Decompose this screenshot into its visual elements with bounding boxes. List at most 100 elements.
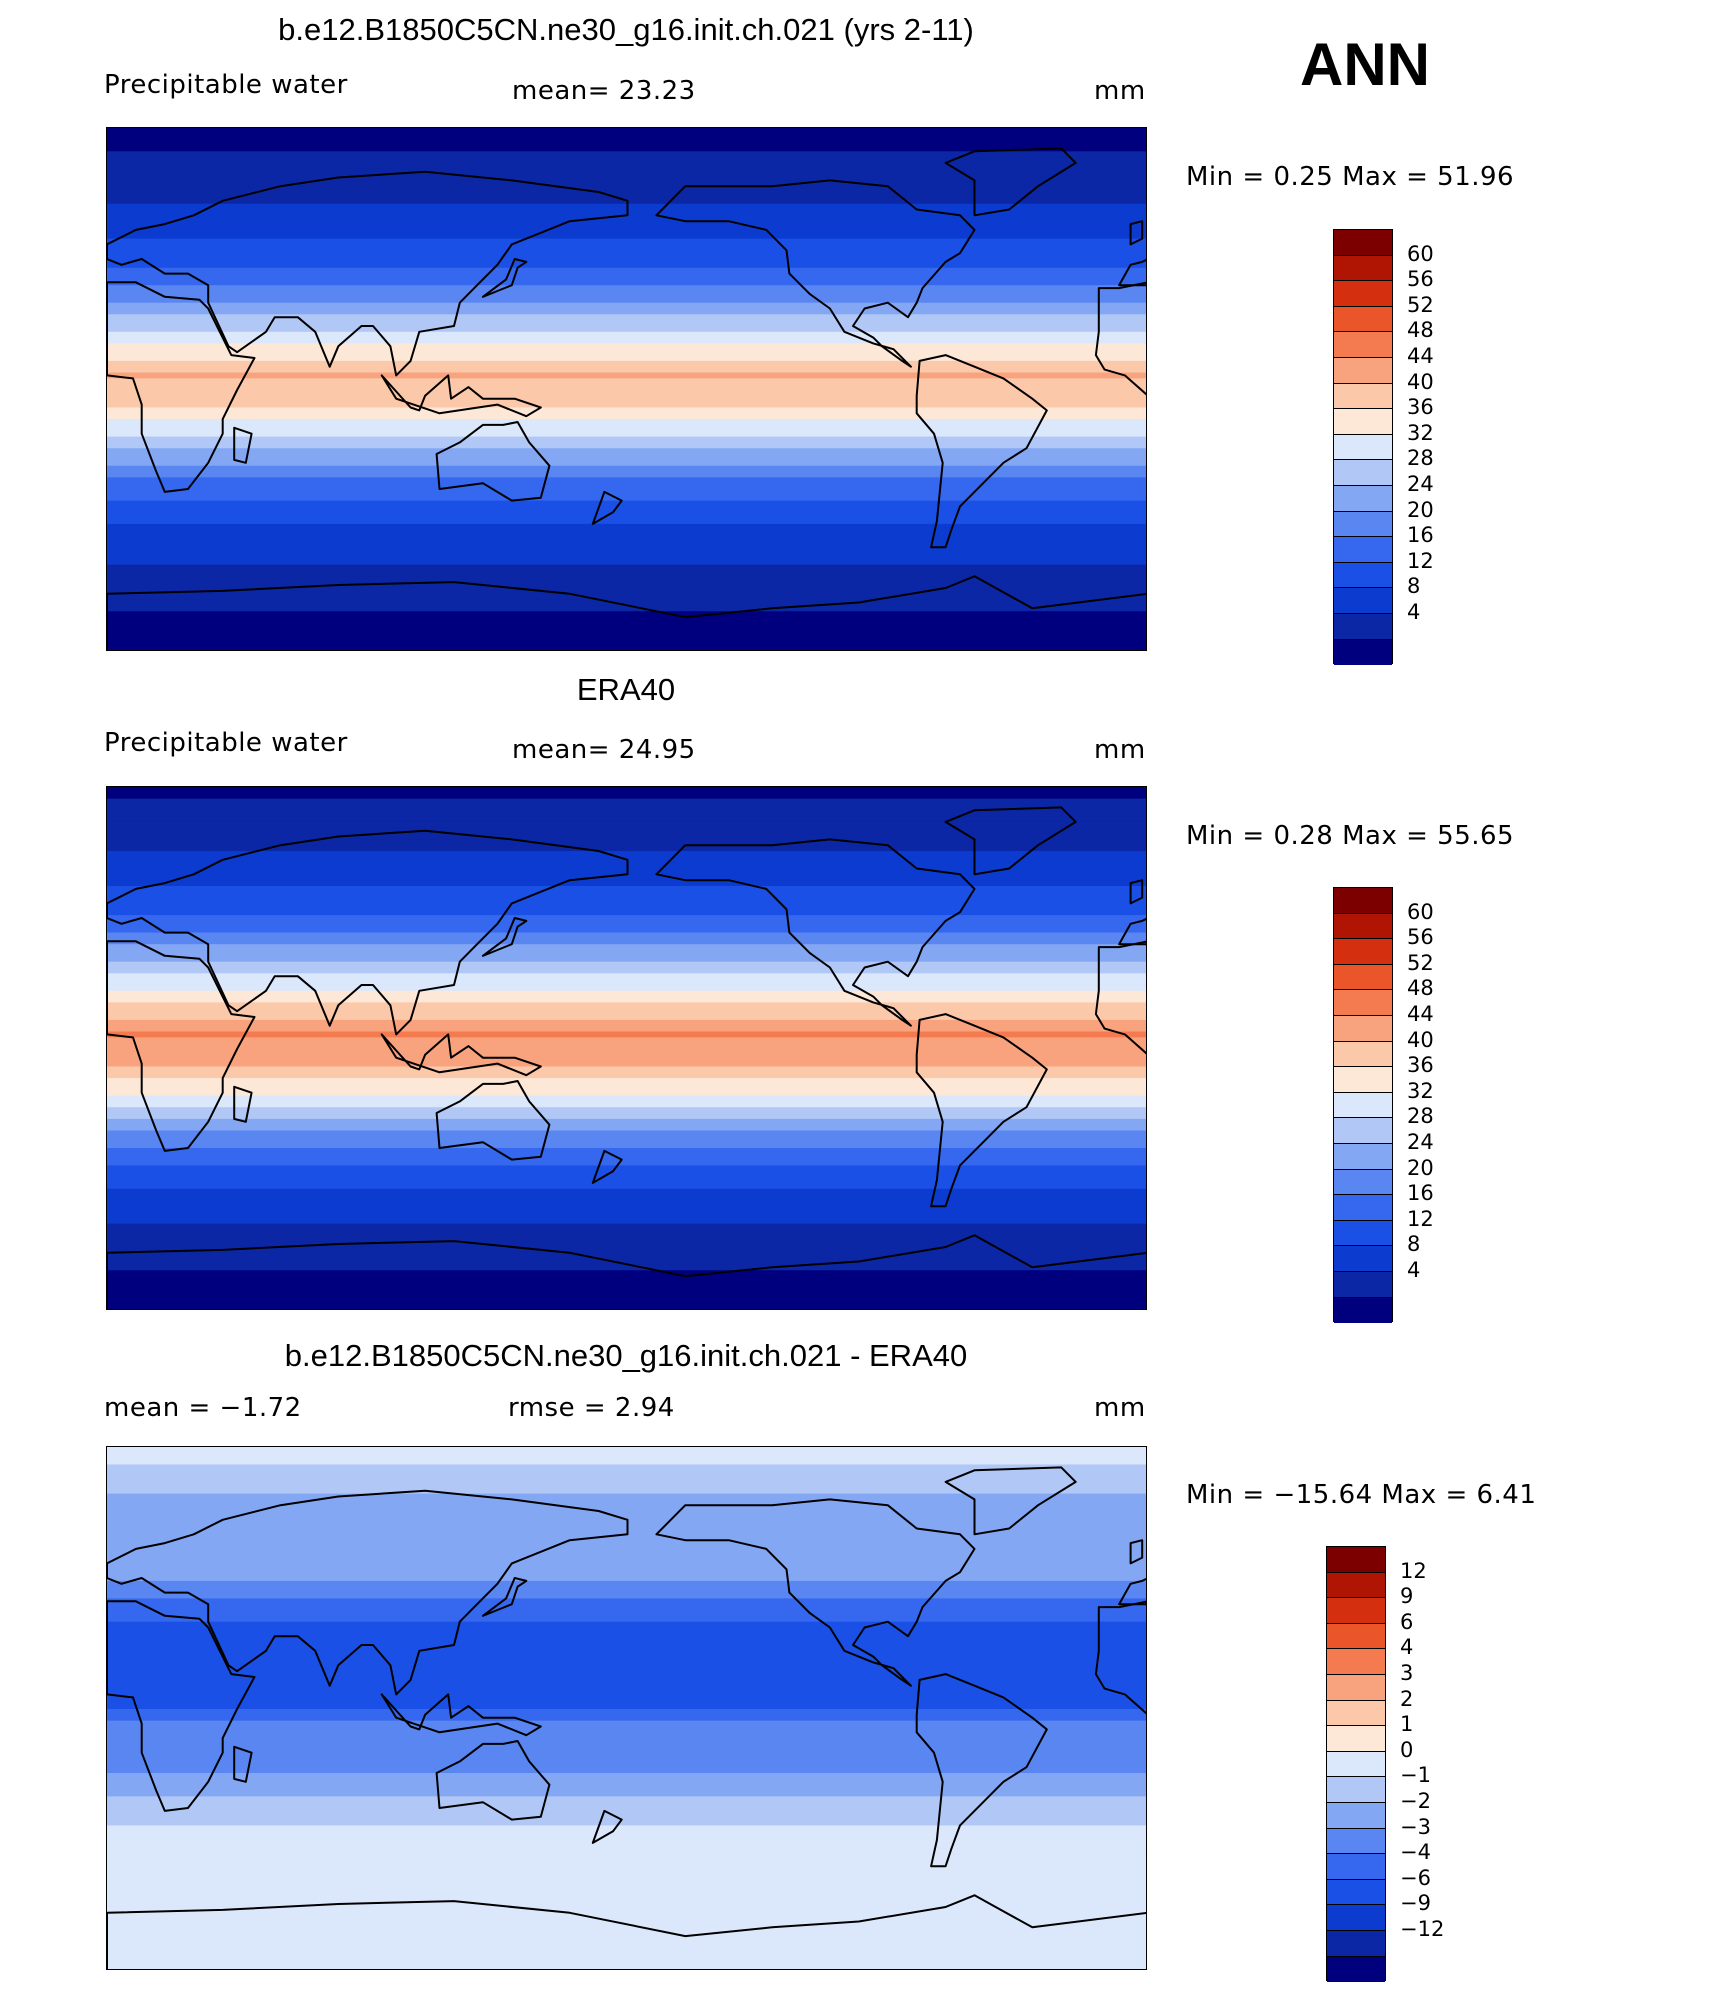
contour-band [107,1790,1146,1797]
contour-band [107,215,1146,222]
panel-3-map-svg [107,1447,1146,1969]
colorbar-tick-label: 12 [1407,1206,1434,1231]
contour-band [107,1615,1146,1623]
colorbar-tick-label: −9 [1400,1891,1431,1916]
contour-band [107,1883,1146,1891]
contour-band [107,926,1146,934]
contour-band [107,232,1146,240]
contour-band [107,564,1146,572]
colorbar-box [1334,588,1392,614]
colorbar-tick-label: 12 [1400,1558,1427,1583]
coastline [380,1693,542,1737]
contour-band [107,1714,1146,1722]
contour-band [107,1557,1146,1565]
contour-band [107,787,1146,794]
contour-band [107,1575,1146,1582]
contour-band [107,128,1146,135]
colorbar-tick-label: −12 [1400,1917,1445,1941]
contour-band [107,1124,1146,1132]
colorbar-box [1327,1854,1385,1880]
contour-band [107,471,1146,478]
colorbar-tick-label: 44 [1407,1002,1434,1026]
colorbar-tick-label: 16 [1407,1181,1434,1206]
contour-band [107,640,1146,647]
contour-band [107,938,1146,945]
colorbar-box [1334,460,1392,486]
contour-band [107,162,1146,170]
contour-band [107,1487,1146,1495]
colorbar-tick-label: 3 [1400,1661,1414,1685]
coastline [107,940,256,1152]
panel-2-minmax: Min = 0.28 Max = 55.65 [1186,821,1515,851]
contour-band [107,337,1146,345]
colorbar-tick-label: 40 [1407,369,1434,394]
contour-band [107,1656,1146,1664]
contour-band [107,1452,1146,1460]
contour-band [107,541,1146,548]
contour-band [107,950,1146,957]
contour-band [107,628,1146,636]
colorbar-box [1334,511,1392,538]
contour-band [107,880,1146,887]
panel-2-map [106,786,1147,1310]
coastline [655,1498,976,1687]
contour-band [107,1540,1146,1547]
contour-band [107,1505,1146,1512]
contour-band [107,1043,1146,1050]
colorbar-box [1334,613,1392,640]
coastline [233,426,253,464]
contour-band [107,500,1146,508]
contour-band [107,851,1146,858]
contour-band [107,1212,1146,1219]
contour-band [107,1049,1146,1056]
contour-band [107,1246,1146,1254]
coastline [1094,1600,1146,1715]
contour-band [107,430,1146,438]
contour-band [107,174,1146,181]
contour-band [107,529,1146,537]
coastline [655,179,976,368]
season-label: ANN [1300,31,1430,98]
coastline [107,575,1146,650]
contour-band [107,576,1146,583]
contour-band [107,1252,1146,1260]
colorbar-box [1327,1905,1385,1931]
colorbar-tick-label: 9 [1400,1584,1414,1609]
colorbar-box [1334,1092,1392,1119]
contour-band [107,1217,1146,1225]
colorbar-box [1334,255,1392,282]
contour-band [107,1569,1146,1576]
contour-band [107,477,1146,484]
colorbar-tick-label: 32 [1407,1078,1434,1103]
coastline [107,170,629,377]
panel-2-variable: Precipitable water [104,728,348,758]
contour-band [107,1206,1146,1213]
coastline [233,1085,253,1123]
contour-band [107,1118,1146,1126]
contour-band [107,804,1146,811]
contour-band [107,1107,1146,1114]
contour-band [107,448,1146,455]
contour-band [107,979,1146,986]
contour-band [107,1598,1146,1605]
contour-band [107,238,1146,246]
contour-band [107,1194,1146,1201]
contour-band [107,1685,1146,1693]
colorbar-box [1327,1726,1385,1752]
contour-band [107,285,1146,292]
contour-band [107,331,1146,339]
contour-band [107,1866,1146,1873]
contour-band [107,360,1146,368]
contour-band [107,932,1146,939]
coastline [107,281,256,493]
contour-band [107,413,1146,420]
colorbar-boxes [1326,1546,1386,1983]
contour-band [107,1101,1146,1108]
contour-band [107,1767,1146,1774]
contour-band [107,1854,1146,1861]
contour-band [107,792,1146,800]
panel-1-minmax: Min = 0.25 Max = 51.96 [1186,162,1515,192]
contour-band [107,990,1146,998]
contour-band [107,1784,1146,1792]
contour-band [107,465,1146,473]
